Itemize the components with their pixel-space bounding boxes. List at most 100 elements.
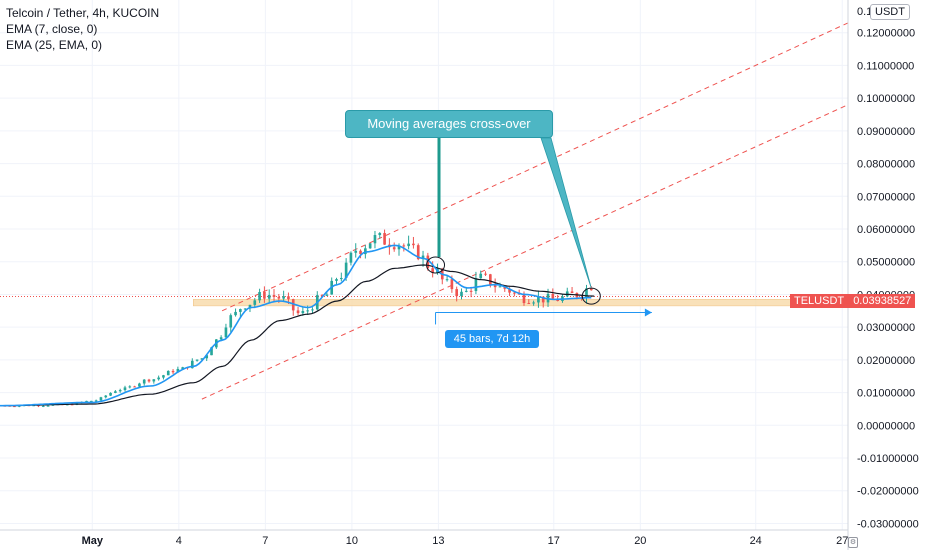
y-tick-label: 0.09000000 [857, 126, 915, 138]
x-tick-label: 10 [346, 535, 358, 547]
candle-body [277, 297, 281, 299]
candle-body [306, 310, 309, 312]
y-tick-label: -0.01000000 [857, 453, 919, 465]
candle-body [258, 291, 261, 301]
candle-body [123, 387, 127, 391]
candle-body [426, 255, 430, 269]
legend-ema-fast[interactable]: EMA (7, close, 0) [6, 22, 98, 36]
chart-legend: Telcoin / Tether, 4h, KUCOIN EMA (7, clo… [6, 5, 159, 53]
candle-body [460, 291, 463, 297]
y-tick-label-partial: 0.1 [857, 6, 872, 18]
candle-body [85, 400, 88, 402]
x-tick-label: 13 [432, 535, 444, 547]
candle-body [219, 337, 223, 340]
y-tick-label: 0.03000000 [857, 322, 915, 334]
candle-body [325, 294, 329, 296]
candle-body [445, 279, 449, 281]
y-tick-label: 0.11000000 [857, 60, 914, 72]
candle-body [195, 359, 199, 361]
candle-body [493, 285, 497, 288]
legend-symbol[interactable]: Telcoin / Tether, 4h, KUCOIN [6, 6, 160, 20]
candle-body [205, 355, 209, 359]
candle-body [138, 383, 141, 387]
candle-body [537, 296, 540, 303]
candle-body [397, 245, 401, 250]
candle-body [162, 375, 165, 378]
ema-7-polyline [0, 244, 592, 407]
candle-body [479, 273, 483, 279]
candle-body [99, 397, 103, 401]
candle-body [234, 311, 237, 316]
candle-body [224, 327, 228, 338]
legend-ema-slow[interactable]: EMA (25, EMA, 0) [6, 38, 103, 52]
x-tick-label: 4 [176, 535, 182, 547]
candle-body [522, 294, 526, 304]
crossover-callout[interactable]: Moving averages cross-over [345, 110, 553, 138]
candle-body [296, 310, 300, 314]
candle-body [484, 273, 487, 275]
currency-button[interactable]: USDT [870, 4, 910, 20]
candle-body [166, 370, 170, 376]
range-measure-label[interactable]: 45 bars, 7d 12h [445, 330, 539, 348]
candle-body [37, 405, 40, 407]
candle-body [339, 277, 343, 280]
candle-body [551, 293, 555, 299]
x-tick-label: 27 [836, 535, 848, 547]
candle-body [133, 386, 136, 388]
candle-body [253, 300, 257, 305]
y-tick-label: 0.10000000 [857, 93, 915, 105]
y-tick-label: -0.03000000 [857, 518, 919, 530]
candle-body [373, 235, 377, 244]
candle-body [301, 311, 305, 314]
candle-body [383, 233, 386, 245]
candle-body [239, 309, 242, 312]
candle-body [176, 368, 180, 373]
candle-body [335, 279, 338, 281]
candle-body [378, 233, 382, 236]
x-tick-label: 7 [262, 535, 268, 547]
candle-body [287, 296, 290, 300]
candle-body [267, 295, 271, 299]
candle-body [171, 370, 175, 373]
candle-body [508, 288, 511, 293]
price-tag-value: 0.03938527 [853, 295, 912, 307]
candle-body [469, 290, 473, 292]
candle-body [421, 255, 425, 260]
ema-7-line [0, 244, 592, 407]
x-tick-label: 20 [634, 535, 646, 547]
candle-body [152, 379, 156, 382]
candle-body [513, 292, 516, 294]
y-tick-label: 0.02000000 [857, 355, 915, 367]
y-tick-label: 0.05000000 [857, 257, 915, 269]
candle-body [229, 315, 233, 328]
y-tick-label: 0.08000000 [857, 159, 915, 171]
candle-body [489, 274, 492, 286]
candle-body [13, 406, 16, 408]
channel-lower-line [201, 104, 849, 400]
candle-body [464, 290, 468, 292]
candle-body [272, 295, 276, 298]
trend-channel [201, 22, 849, 400]
candle-body [541, 296, 545, 303]
candle-body [147, 379, 151, 382]
last-price-tag: TELUSDT 0.03938527 [790, 294, 916, 308]
candle-body [41, 405, 45, 407]
x-tick-label: 24 [750, 535, 762, 547]
candle-body [70, 404, 74, 406]
gear-icon[interactable]: ⚙ [848, 537, 858, 548]
candle-body [344, 262, 348, 278]
candle-body [109, 392, 112, 396]
ema-25-polyline [0, 264, 595, 407]
callout-pointer-right [540, 137, 592, 289]
candle-body [200, 358, 204, 360]
candle-body [354, 250, 358, 253]
candle-body [311, 309, 314, 311]
x-tick-label: 17 [548, 535, 560, 547]
candle-body [474, 278, 478, 292]
candle-body [114, 391, 117, 393]
chart-grid [0, 0, 848, 530]
candle-body [46, 405, 50, 407]
candle-body [498, 286, 502, 288]
